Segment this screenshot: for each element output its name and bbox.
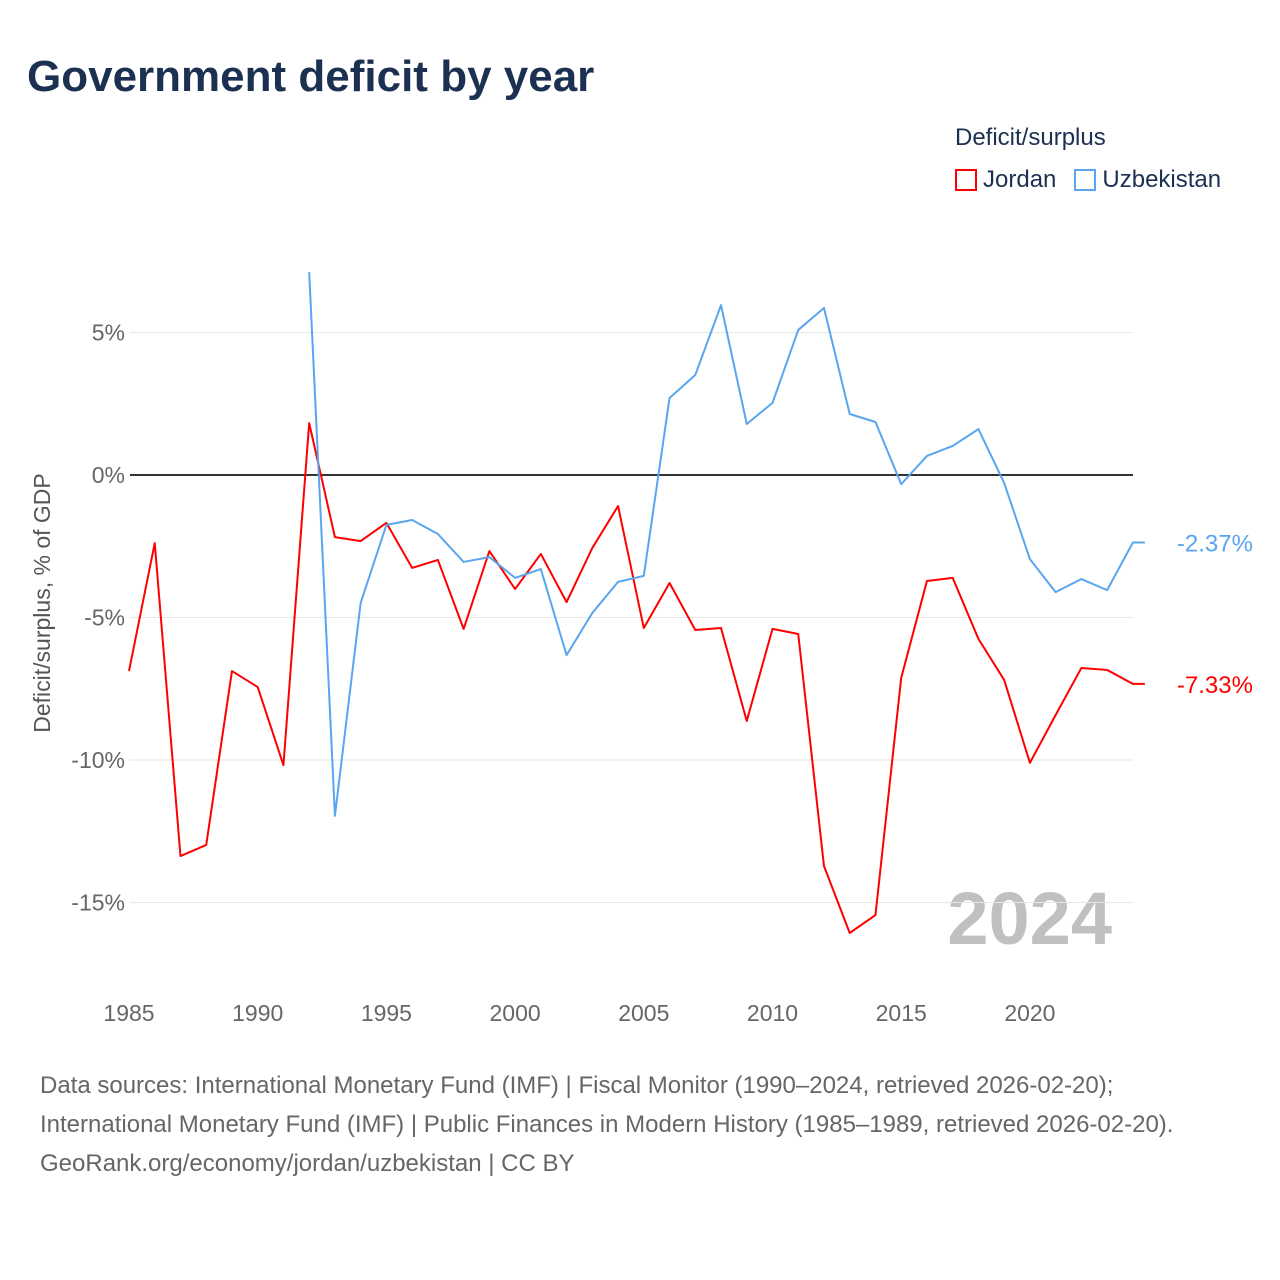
flag-band — [1144, 529, 1172, 539]
y-tick-label: -15% — [71, 890, 125, 916]
y-tick-label: -10% — [71, 747, 125, 773]
legend-item-uzbekistan[interactable]: Uzbekistan — [1074, 166, 1221, 194]
legend: Jordan Uzbekistan — [955, 166, 1221, 194]
flag-icon-uzbekistan — [1144, 529, 1172, 557]
x-tick-label: 2000 — [490, 1000, 541, 1026]
flag-triangle — [1144, 670, 1159, 698]
end-value-label-jordan: -7.33% — [1177, 672, 1253, 699]
series-line-jordan — [128, 422, 1145, 934]
x-tick-label: 2015 — [876, 1000, 927, 1026]
x-tick-label: 1995 — [361, 1000, 412, 1026]
legend-swatch-uzbekistan — [1074, 169, 1097, 191]
x-tick-label: 2005 — [618, 1000, 669, 1026]
end-value-label-uzbekistan: -2.37% — [1177, 531, 1253, 558]
data-sources: Data sources: International Monetary Fun… — [40, 1072, 1174, 1138]
y-axis-label: Deficit/surplus, % of GDP — [29, 473, 55, 732]
flag-icon-jordan — [1144, 670, 1172, 698]
credit-link[interactable]: GeoRank.org/economy/jordan/uzbekistan | … — [40, 1150, 575, 1177]
footer: Data sources: International Monetary Fun… — [40, 1066, 1240, 1183]
y-tick-label: 5% — [92, 320, 125, 346]
flag-band — [1144, 670, 1172, 679]
chart-title: Government deficit by year — [27, 52, 595, 101]
year-watermark: 2024 — [947, 877, 1112, 960]
legend-swatch-jordan — [955, 169, 977, 191]
legend-label-jordan: Jordan — [983, 166, 1057, 193]
series-line-uzbekistan — [308, 272, 1145, 817]
flag-bg — [1144, 670, 1172, 698]
flag-band — [1144, 689, 1172, 698]
x-tick-label: 2010 — [747, 1000, 798, 1026]
y-tick-label: -5% — [84, 605, 125, 631]
legend-label-uzbekistan: Uzbekistan — [1102, 166, 1222, 193]
legend-title: Deficit/surplus — [955, 124, 1106, 151]
x-tick-label: 1985 — [103, 1000, 154, 1026]
legend-item-jordan[interactable]: Jordan — [955, 166, 1056, 194]
x-tick-label: 1990 — [232, 1000, 283, 1026]
y-tick-label: 0% — [92, 462, 125, 488]
flag-band — [1144, 547, 1172, 557]
x-tick-label: 2020 — [1004, 1000, 1055, 1026]
flag-band — [1144, 539, 1172, 547]
